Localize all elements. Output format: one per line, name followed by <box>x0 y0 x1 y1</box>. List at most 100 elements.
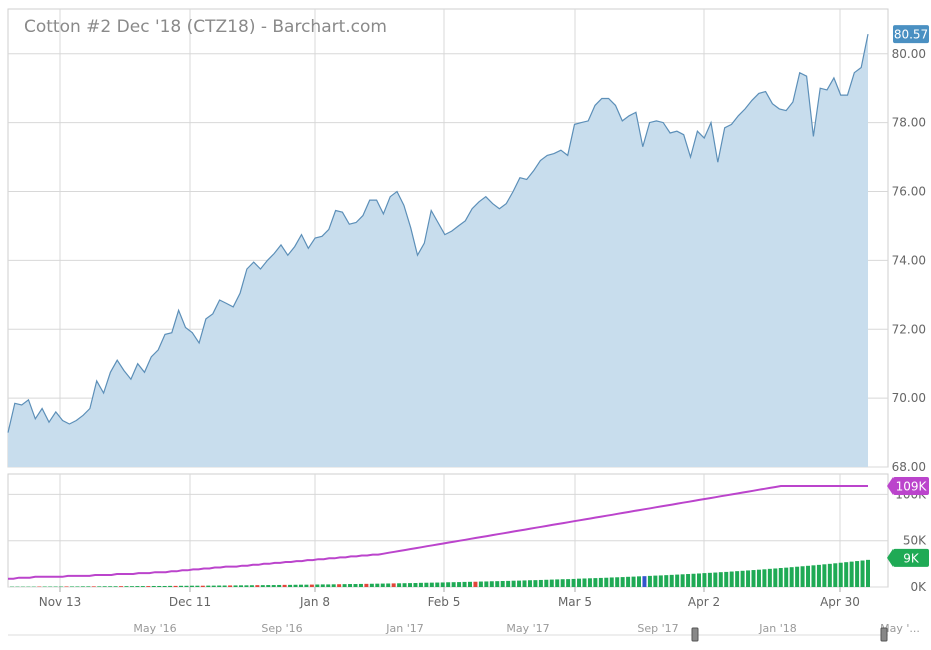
volume-bar <box>238 585 243 587</box>
last-price-badge: 80.57 <box>893 25 929 44</box>
volume-bar <box>217 585 222 587</box>
volume-bar <box>244 585 249 587</box>
navigator-tick-label: May '17 <box>506 622 549 635</box>
navigator-tick-label: May '... <box>880 622 920 635</box>
volume-bar <box>151 585 156 587</box>
volume-bar <box>767 568 772 587</box>
x-tick-label: Jan 8 <box>299 595 330 609</box>
volume-bar <box>478 581 483 587</box>
volume-bar <box>778 568 783 587</box>
volume-bar <box>179 585 184 587</box>
volume-bar <box>173 585 178 587</box>
volume-bar <box>69 586 74 587</box>
navigator-handle-right[interactable] <box>880 627 888 642</box>
volume-bar <box>200 585 205 587</box>
volume-bar <box>140 586 145 587</box>
volume-bar <box>549 579 554 587</box>
volume-bar <box>304 584 309 587</box>
volume-bar <box>129 586 134 587</box>
volume-bar <box>391 583 396 587</box>
price-tick-label: 70.00 <box>892 391 926 405</box>
volume-bar <box>849 561 854 587</box>
volume-tick-label: 50K <box>903 534 927 548</box>
volume-bar <box>451 582 456 587</box>
volume-bar <box>811 565 816 587</box>
volume-bar <box>833 563 838 587</box>
volume-bar <box>288 584 293 587</box>
volume-bar <box>462 581 467 587</box>
volume-bar <box>369 583 374 587</box>
price-area <box>8 34 868 467</box>
volume-bar <box>86 586 91 587</box>
x-tick-label: Apr 30 <box>820 595 860 609</box>
volume-bar <box>326 584 331 587</box>
volume-bar <box>473 581 478 587</box>
volume-bar <box>358 583 363 587</box>
volume-bar <box>195 585 200 587</box>
volume-bar <box>511 580 516 587</box>
volume-bar <box>658 575 663 587</box>
volume-bar <box>756 569 761 587</box>
volume-bar <box>653 575 658 587</box>
volume-bar <box>680 574 685 587</box>
volume-bar <box>691 573 696 587</box>
volume-bar <box>500 580 505 587</box>
volume-bar <box>277 584 282 587</box>
navigator-handle-left[interactable] <box>691 627 699 642</box>
volume-bar <box>228 585 233 587</box>
volume-bar <box>522 580 527 587</box>
volume-bar <box>740 570 745 587</box>
volume-bar <box>108 586 113 587</box>
volume-bar <box>331 584 336 587</box>
volume-bar <box>168 585 173 587</box>
volume-bar <box>838 562 843 587</box>
volume-bar <box>298 584 303 587</box>
volume-bar <box>718 572 723 587</box>
volume-bar <box>457 582 462 587</box>
volume-bar <box>353 584 358 587</box>
volume-bar <box>806 565 811 587</box>
volume-bar <box>795 566 800 587</box>
volume-bar <box>844 562 849 587</box>
volume-bar <box>642 576 647 587</box>
volume-bar <box>789 567 794 587</box>
volume-bar <box>342 584 347 587</box>
volume-bar <box>260 585 265 587</box>
volume-bar <box>440 582 445 587</box>
volume-bar <box>560 579 565 587</box>
volume-bar <box>446 582 451 587</box>
volume-bar <box>517 580 522 587</box>
open-interest-line <box>8 485 868 580</box>
x-tick-label: Mar 5 <box>558 595 592 609</box>
volume-bar <box>375 583 380 587</box>
volume-bar <box>702 573 707 587</box>
volume-bar <box>429 582 434 587</box>
volume-bar <box>364 583 369 587</box>
x-tick-label: Apr 2 <box>688 595 720 609</box>
volume-bar <box>320 584 325 587</box>
volume-bar <box>189 585 194 587</box>
open-interest-badge-background <box>893 477 929 496</box>
navigator-tick-label: Jan '18 <box>758 622 796 635</box>
volume-bar <box>309 584 314 587</box>
volume-bar <box>293 584 298 587</box>
volume-bar <box>707 572 712 587</box>
volume-bar <box>860 560 865 587</box>
volume-bar <box>119 586 124 587</box>
open-interest-badge: 109K <box>887 477 929 496</box>
volume-bar <box>413 583 418 587</box>
volume-bar <box>544 579 549 587</box>
volume-bar <box>91 586 96 587</box>
price-tick-label: 72.00 <box>892 322 926 336</box>
volume-bar <box>402 583 407 587</box>
volume-bar <box>64 586 69 587</box>
volume-bar <box>604 577 609 587</box>
volume-bar <box>380 583 385 587</box>
volume-bar <box>533 580 538 587</box>
volume-bar <box>827 563 832 587</box>
volume-bar <box>113 586 118 587</box>
volume-bar <box>598 577 603 587</box>
navigator-tick-label: Sep '17 <box>637 622 678 635</box>
